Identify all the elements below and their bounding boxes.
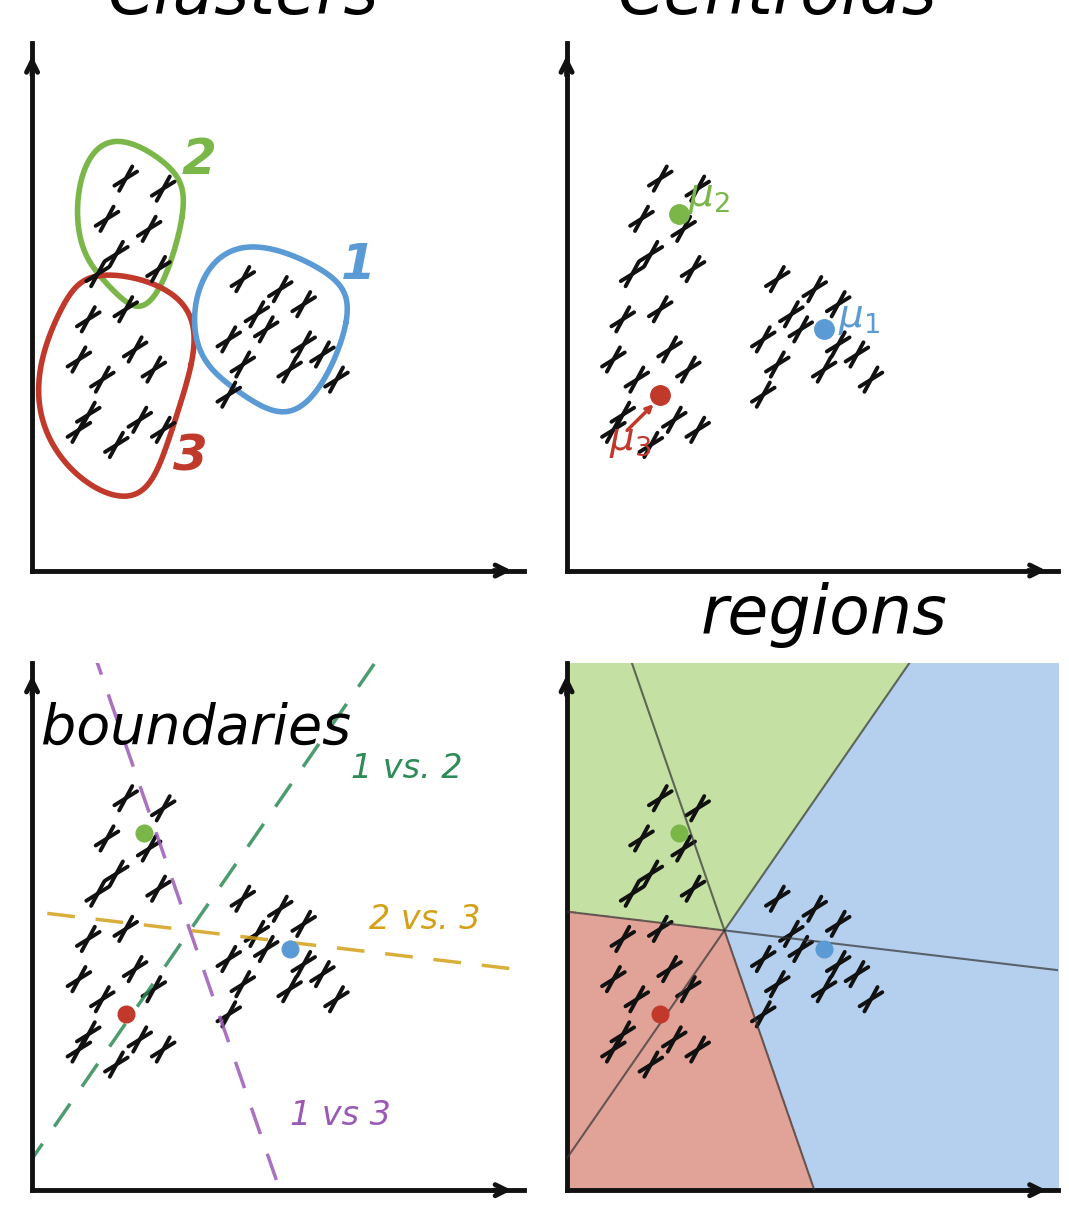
Text: Clusters: Clusters <box>107 0 378 28</box>
Text: boundaries: boundaries <box>41 702 351 755</box>
Text: Centroids: Centroids <box>618 0 938 28</box>
Text: regions: regions <box>700 582 947 648</box>
Text: 1 vs. 2: 1 vs. 2 <box>351 752 462 785</box>
Text: 1 vs 3: 1 vs 3 <box>290 1099 390 1131</box>
Text: $\mu_2$: $\mu_2$ <box>688 178 730 216</box>
Text: $\mu_3$: $\mu_3$ <box>608 422 651 460</box>
Text: 2: 2 <box>182 136 217 184</box>
Text: 2 vs. 3: 2 vs. 3 <box>369 903 481 936</box>
Text: 3: 3 <box>172 432 207 480</box>
Text: 1: 1 <box>341 242 376 290</box>
Text: $\mu_1$: $\mu_1$ <box>838 299 881 337</box>
